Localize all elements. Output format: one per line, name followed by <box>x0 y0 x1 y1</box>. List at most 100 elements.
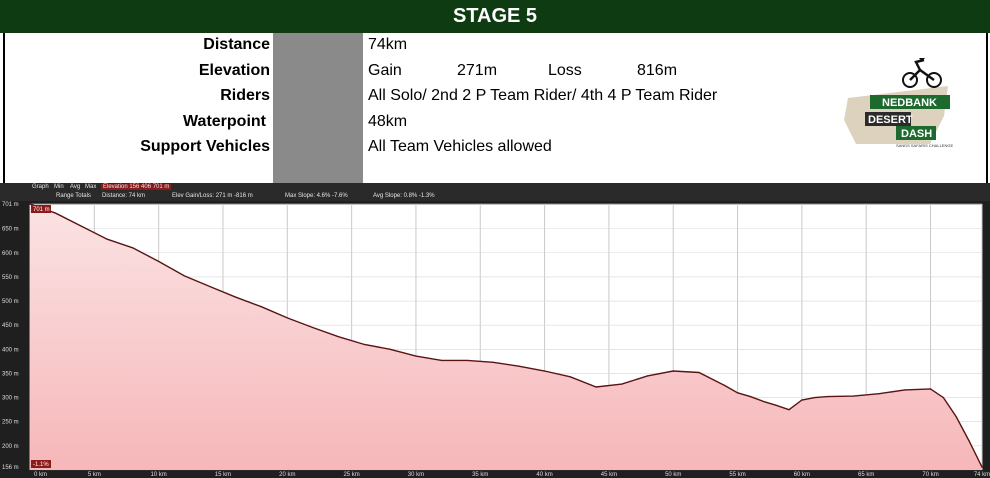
riders-label: Riders <box>220 87 270 104</box>
distance-value: 74km <box>368 36 408 53</box>
elevation-point <box>801 399 803 401</box>
y-tick-label: 500 m <box>2 299 19 305</box>
elevation-point <box>132 247 134 249</box>
y-tick-label: 156 m <box>2 465 19 471</box>
legend-elevation-stats: Elevation 156 406 701 m <box>101 184 172 190</box>
info-divider-column <box>273 33 363 185</box>
elevation-label: Elevation <box>198 62 270 79</box>
waterpoint-label: Waterpoint <box>183 113 266 130</box>
legend-max-slope: Max Slope: 4.6% -7.6% <box>285 193 348 199</box>
elevation-point <box>55 212 57 214</box>
max-marker-label: 701 m <box>33 207 50 213</box>
elevation-point <box>942 396 945 399</box>
legend-avg-slope: Avg Slope: 0.8% -1.3% <box>373 193 435 199</box>
legend-min: Min <box>54 184 64 190</box>
y-tick-label: 400 m <box>2 347 19 353</box>
elevation-point <box>106 238 108 240</box>
y-tick-label: 200 m <box>2 444 19 450</box>
elevation-point <box>646 375 649 377</box>
stage-title: STAGE 5 <box>452 5 538 27</box>
chart-legend-bar <box>0 183 990 201</box>
x-tick-label: 60 km <box>794 472 810 478</box>
x-tick-label: 74 km <box>974 472 990 478</box>
x-tick-label: 50 km <box>665 472 681 478</box>
x-tick-label: 40 km <box>536 472 552 478</box>
info-left-border <box>3 33 5 183</box>
y-tick-label: 450 m <box>2 323 19 329</box>
waterpoint-value: 48km <box>368 113 408 130</box>
elevation-loss-label: Loss <box>548 62 582 79</box>
elevation-point <box>492 361 494 363</box>
elevation-point <box>363 343 366 346</box>
elevation-point <box>672 370 674 372</box>
elevation-point <box>415 355 417 357</box>
elevation-point <box>762 400 764 403</box>
max-marker-box <box>31 205 51 213</box>
elevation-point <box>724 384 726 387</box>
x-tick-label: 25 km <box>343 472 359 478</box>
elevation-point <box>852 395 854 397</box>
elevation-line <box>29 203 983 468</box>
legend-range-totals: Range Totals <box>56 193 91 199</box>
elevation-point <box>595 386 597 388</box>
y-tick-label: 600 m <box>2 251 19 257</box>
x-tick-label: 35 km <box>472 472 488 478</box>
x-tick-label: 70 km <box>922 472 938 478</box>
logo-line2: DESERT <box>868 114 913 126</box>
elevation-point <box>80 225 83 227</box>
slope-marker-label: -1.1% <box>33 462 49 468</box>
distance-label: Distance <box>203 36 270 53</box>
elevation-point <box>775 404 777 406</box>
x-tick-label: 55 km <box>729 472 745 478</box>
slope-marker-box <box>31 460 51 468</box>
elevation-point <box>209 285 211 288</box>
x-tick-label: 30 km <box>408 472 424 478</box>
elevation-point <box>968 440 970 442</box>
legend-avg: Avg <box>70 184 81 190</box>
support-vehicles-value: All Team Vehicles allowed <box>368 138 552 155</box>
elevation-point <box>312 326 314 329</box>
elevation-point <box>814 396 816 399</box>
x-tick-label: 65 km <box>858 472 874 478</box>
stage-info-panel <box>0 33 990 183</box>
elevation-point <box>29 203 31 205</box>
y-tick-label: 701 m <box>2 202 19 208</box>
legend-graph: Graph <box>32 184 49 190</box>
elevation-point <box>158 260 160 263</box>
elevation-point <box>466 359 469 362</box>
elevation-gain-value: 271m <box>457 62 498 79</box>
elevation-point <box>183 275 185 277</box>
elevation-point <box>260 306 263 308</box>
y-tick-label: 650 m <box>2 227 19 233</box>
legend-elev-gain-loss: Elev Gain/Loss: 271 m -816 m <box>172 193 253 199</box>
elevation-point <box>235 296 237 298</box>
nedbank-desert-dash-logo: NEDBANK DESERT DASH SANDS SAFARIS CHALLE… <box>838 58 958 153</box>
stage-header: STAGE 5 <box>0 0 990 33</box>
legend-distance: Distance: 74 km <box>102 193 146 199</box>
y-tick-label: 300 m <box>2 396 19 402</box>
elevation-area <box>30 204 982 470</box>
info-right-border <box>986 33 988 183</box>
logo-line3: DASH <box>901 128 932 140</box>
elevation-point <box>904 389 906 391</box>
legend-max: Max <box>85 184 97 190</box>
y-tick-label: 250 m <box>2 420 19 426</box>
elevation-point <box>749 396 752 398</box>
x-tick-label: 5 km <box>88 472 101 478</box>
elevation-point <box>518 365 520 367</box>
elevation-point <box>788 409 790 411</box>
support-vehicles-label: Support Vehicles <box>140 138 270 155</box>
elevation-point <box>389 348 391 350</box>
riders-value: All Solo/ 2nd 2 P Team Rider/ 4th 4 P Te… <box>368 87 718 104</box>
elevation-loss-value: 816m <box>637 62 678 79</box>
elevation-point <box>441 359 443 362</box>
elevation-point <box>981 466 983 468</box>
x-tick-label: 15 km <box>215 472 231 478</box>
y-tick-label: 350 m <box>2 371 19 377</box>
elevation-gain-label: Gain <box>368 62 402 79</box>
elevation-point <box>338 336 340 338</box>
elevation-point <box>569 376 571 378</box>
x-tick-label: 10 km <box>150 472 166 478</box>
elevation-point <box>286 317 288 319</box>
